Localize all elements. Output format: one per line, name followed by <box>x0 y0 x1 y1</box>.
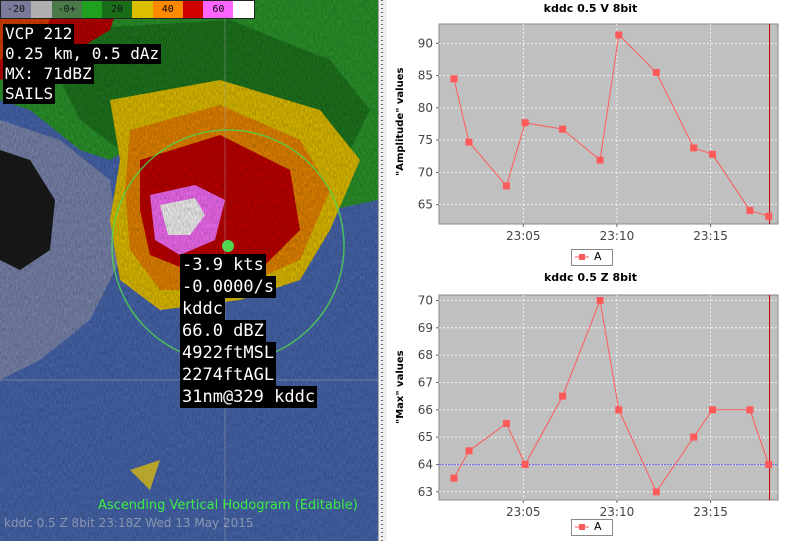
chart-title: kddc 0.5 V 8bit <box>543 2 638 15</box>
y-tick-label: 65 <box>418 430 433 444</box>
data-point <box>559 125 567 133</box>
colorbar-segment: -0+ <box>51 1 82 18</box>
data-point <box>708 406 716 414</box>
probe-radar-id: kddc <box>180 298 225 320</box>
legend-swatch-icon <box>575 524 589 530</box>
vcp-label: VCP 212 <box>3 24 75 44</box>
y-tick-label: 63 <box>418 485 433 499</box>
sample-probe-readout: -3.9 kts -0.0000/s kddc 66.0 dBZ 4922ftM… <box>180 254 318 408</box>
chart-legend: A <box>571 249 613 266</box>
colorbar-segment <box>31 1 52 18</box>
y-tick-label: 70 <box>418 165 433 179</box>
hodogram-legend-label[interactable]: Ascending Vertical Hodogram (Editable) <box>98 498 358 513</box>
colorbar-segment: 20 <box>102 1 133 18</box>
splitter-grip <box>381 0 383 541</box>
colorbar-segment: 40 <box>152 1 183 18</box>
velocity-plot[interactable]: 65 70 75 80 85 90 23:05 23:10 23:15 <box>387 16 794 266</box>
data-point <box>708 150 716 158</box>
data-point <box>765 212 773 220</box>
reflectivity-colorbar: -20 -0+ 20 40 60 <box>0 0 255 19</box>
y-tick-label: 85 <box>418 69 433 83</box>
y-tick-label: 65 <box>418 198 433 212</box>
time-series-panel: kddc 0.5 V 8bit "Amplitude" values 65 70 7… <box>387 0 794 541</box>
data-point <box>559 392 567 400</box>
max-reflectivity-label: MX: 71dBZ <box>3 64 94 84</box>
colorbar-segment <box>233 1 254 18</box>
data-point <box>502 182 510 190</box>
data-point <box>652 488 660 496</box>
data-point <box>690 144 698 152</box>
data-point <box>765 460 773 468</box>
colorbar-segment: 60 <box>203 1 234 18</box>
colorbar-segment <box>132 1 153 18</box>
legend-swatch-icon <box>575 254 589 260</box>
data-point <box>450 75 458 83</box>
chart-legend: A <box>571 519 613 536</box>
data-point <box>746 206 754 214</box>
y-tick-label: 90 <box>418 36 433 50</box>
legend-area: Ascending Vertical Hodogram (Editable) k… <box>0 498 378 541</box>
x-tick-label: 23:15 <box>693 229 728 243</box>
colorbar-segment: -20 <box>1 1 31 18</box>
radar-info-overlay: VCP 212 0.25 km, 0.5 dAz MX: 71dBZ SAILS <box>3 24 162 104</box>
elevation-label: 0.25 km, 0.5 dAz <box>3 44 162 64</box>
x-tick-label: 23:10 <box>600 229 635 243</box>
y-tick-label: 67 <box>418 375 433 389</box>
probe-velocity: -3.9 kts <box>180 254 266 276</box>
reflectivity-chart: kddc 0.5 Z 8bit "Max" values 63 64 65 66 67 6… <box>387 270 794 541</box>
probe-shear: -0.0000/s <box>180 276 277 298</box>
series-line-A <box>453 298 770 493</box>
data-point <box>746 406 754 414</box>
data-point <box>690 433 698 441</box>
probe-reflectivity: 66.0 dBZ <box>180 320 266 342</box>
data-point <box>521 119 529 127</box>
radar-display[interactable]: -20 -0+ 20 40 60 VCP 212 0.25 km, 0.5 dAz MX… <box>0 0 378 541</box>
legend-label: A <box>594 520 602 533</box>
sails-label: SAILS <box>3 84 56 104</box>
y-tick-label: 69 <box>418 321 433 335</box>
colorbar-segment <box>81 1 103 18</box>
velocity-chart: kddc 0.5 V 8bit "Amplitude" values 65 70 7… <box>387 0 794 270</box>
series-line-A <box>453 33 769 217</box>
legend-label: A <box>594 250 602 263</box>
y-tick-label: 66 <box>418 403 433 417</box>
data-point <box>465 447 473 455</box>
product-legend-label[interactable]: kddc 0.5 Z 8bit 23:18Z Wed 13 May 2015 <box>4 516 254 530</box>
probe-range-bearing: 31nm@329 kddc <box>180 386 318 408</box>
data-point <box>615 31 623 39</box>
y-tick-label: 80 <box>418 101 433 115</box>
data-point <box>465 138 473 146</box>
data-point <box>450 474 458 482</box>
probe-height-msl: 4922ftMSL <box>180 342 277 364</box>
data-point <box>652 68 660 76</box>
chart-title: kddc 0.5 Z 8bit <box>543 271 638 284</box>
data-point <box>502 419 510 427</box>
data-point <box>615 406 623 414</box>
y-tick-label: 75 <box>418 133 433 147</box>
plot-area <box>438 23 779 225</box>
reflectivity-plot[interactable]: 63 64 65 66 67 68 69 70 23:05 23:10 23:15 <box>387 285 794 535</box>
plot-area <box>438 294 779 501</box>
y-tick-label: 70 <box>418 293 433 307</box>
colorbar-segment <box>182 1 204 18</box>
x-tick-label: 23:05 <box>506 229 541 243</box>
data-point <box>596 156 604 164</box>
x-tick-label: 23:10 <box>600 505 635 519</box>
x-tick-label: 23:15 <box>693 505 728 519</box>
data-point <box>596 296 604 304</box>
y-tick-label: 64 <box>418 457 433 471</box>
y-tick-label: 68 <box>418 348 433 362</box>
data-point <box>521 460 529 468</box>
probe-height-agl: 2274ftAGL <box>180 364 277 386</box>
x-tick-label: 23:05 <box>506 505 541 519</box>
